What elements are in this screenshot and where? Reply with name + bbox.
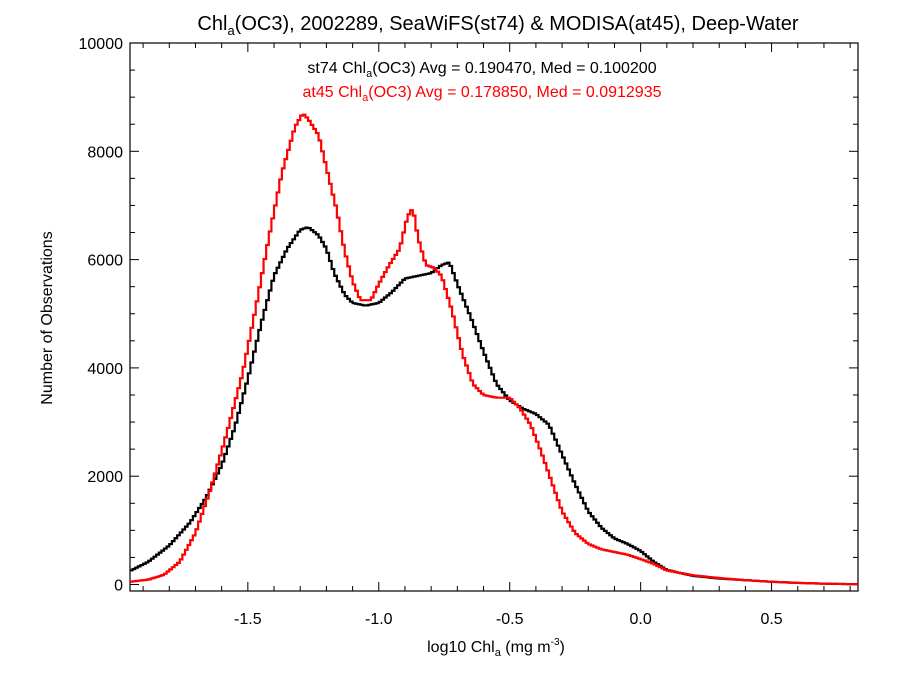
xlabel-prefix: log10 Chl (427, 639, 495, 656)
ann0-suffix: (OC3) Avg = 0.190470, Med = 0.100200 (372, 60, 656, 77)
x-tick-label: 0.0 (630, 611, 652, 628)
ann1-prefix: at45 Chl (303, 84, 363, 101)
series-annotation-at45: at45 Chla(OC3) Avg = 0.178850, Med = 0.0… (303, 84, 662, 104)
ann0-subscript: a (366, 68, 373, 80)
y-tick-label: 2000 (87, 469, 123, 486)
title-suffix: (OC3), 2002289, SeaWiFS(st74) & MODISA(a… (235, 13, 799, 35)
x-tick-label: -1.0 (365, 611, 393, 628)
title-prefix: Chl (197, 13, 227, 35)
x-axis-label: log10 Chla (mg m-3) (427, 637, 565, 659)
y-tick-label: 8000 (87, 144, 123, 161)
xlabel-subscript: a (495, 647, 502, 659)
chart-title: Chla(OC3), 2002289, SeaWiFS(st74) & MODI… (197, 13, 798, 38)
y-tick-label: 0 (114, 578, 123, 595)
x-tick-label: -1.5 (234, 611, 262, 628)
xlabel-superscript: -3 (551, 637, 560, 648)
x-tick-label: -0.5 (496, 611, 524, 628)
y-tick-label: 4000 (87, 361, 123, 378)
series-annotation-st74: st74 Chla(OC3) Avg = 0.190470, Med = 0.1… (307, 60, 656, 80)
xlabel-middle: (mg m (501, 639, 551, 656)
ann1-suffix: (OC3) Avg = 0.178850, Med = 0.0912935 (368, 84, 661, 101)
y-axis-label: Number of Observations (39, 231, 56, 404)
series-group (130, 113, 858, 586)
x-tick-label: 0.5 (760, 611, 782, 628)
y-tick-label: 6000 (87, 253, 123, 270)
ann0-prefix: st74 Chl (307, 60, 366, 77)
axis-ticks: -1.5 -1.0 -0.5 0.0 0.5 0 2000 4000 6000 8000 10000 (79, 36, 858, 628)
y-tick-label: 10000 (79, 36, 124, 53)
plot-area: -1.5 -1.0 -0.5 0.0 0.5 0 2000 4000 6000 8000 10000 (79, 36, 859, 628)
annotations: st74 Chla(OC3) Avg = 0.190470, Med = 0.1… (303, 60, 662, 104)
series-at45-line (130, 113, 858, 586)
plot-frame (129, 42, 859, 592)
ann1-subscript: a (362, 92, 369, 104)
xlabel-suffix: ) (560, 639, 565, 656)
series-st74-line (130, 226, 858, 586)
title-subscript: a (227, 23, 235, 38)
